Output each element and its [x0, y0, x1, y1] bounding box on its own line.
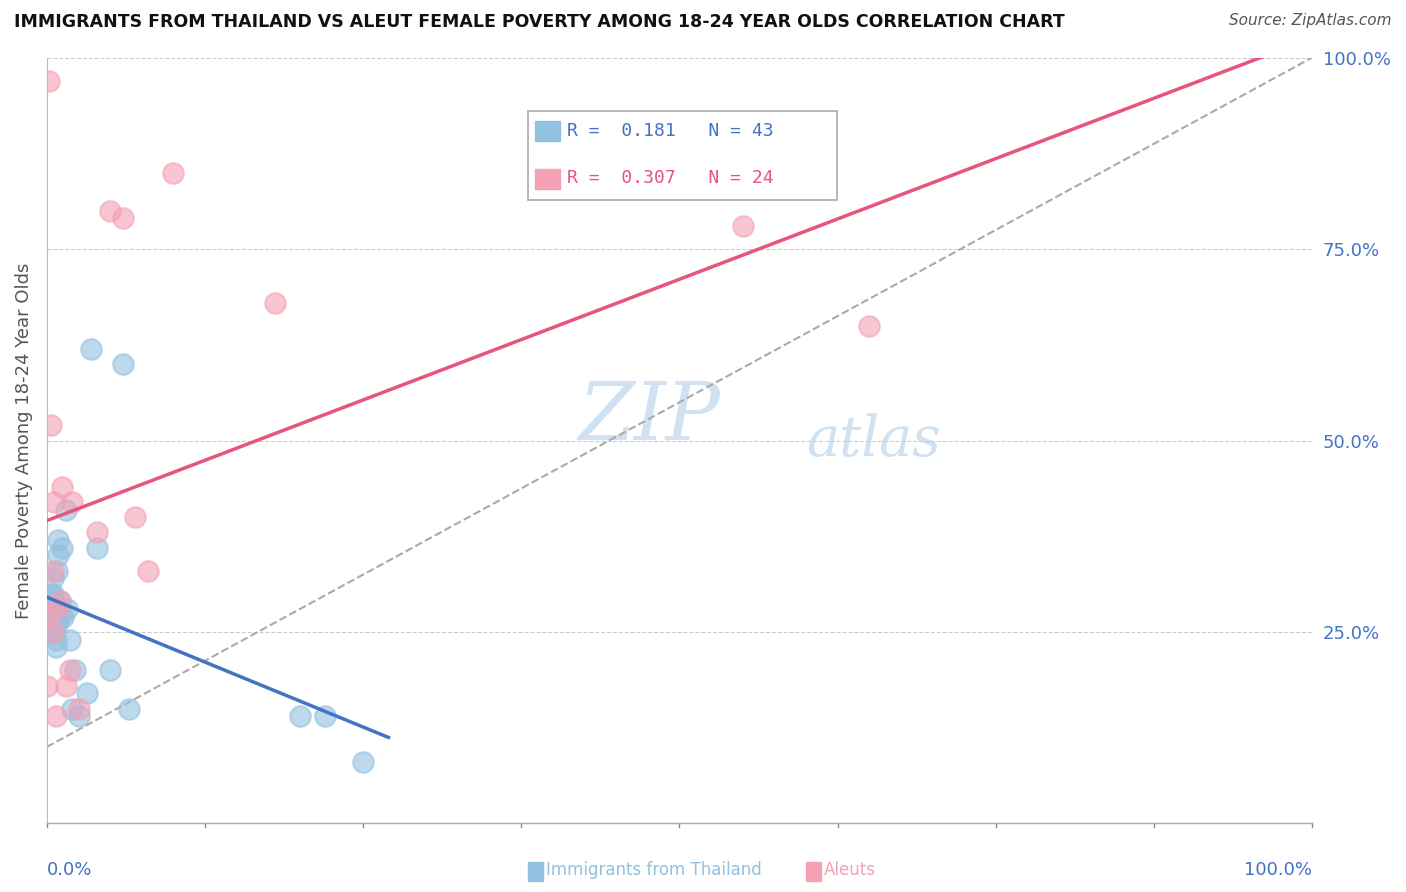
- Point: [42, 571, 65, 585]
- Point: [44, 594, 66, 608]
- Point: [124, 510, 146, 524]
- Point: [39, 418, 62, 433]
- Point: [44, 495, 66, 509]
- Point: [48, 594, 70, 608]
- Point: [46, 564, 69, 578]
- Text: 100.0%: 100.0%: [1244, 861, 1312, 879]
- Point: [263, 295, 285, 310]
- Point: [63, 663, 86, 677]
- Point: [67, 701, 90, 715]
- Point: [35, 609, 58, 624]
- Point: [46, 602, 69, 616]
- Point: [48, 609, 70, 624]
- Point: [42, 564, 65, 578]
- Point: [41, 625, 63, 640]
- Text: Aleuts: Aleuts: [824, 861, 876, 879]
- Point: [111, 211, 134, 226]
- Point: [44, 609, 66, 624]
- Point: [42, 602, 65, 616]
- Point: [55, 502, 77, 516]
- Point: [45, 640, 67, 655]
- Y-axis label: Female Poverty Among 18-24 Year Olds: Female Poverty Among 18-24 Year Olds: [15, 262, 32, 619]
- Text: 0.0%: 0.0%: [46, 861, 93, 879]
- Point: [46, 602, 69, 616]
- Point: [858, 318, 880, 333]
- Text: Immigrants from Thailand: Immigrants from Thailand: [546, 861, 762, 879]
- Point: [39, 602, 62, 616]
- Point: [731, 219, 754, 234]
- Text: R =  0.181   N = 43: R = 0.181 N = 43: [567, 122, 773, 140]
- Point: [60, 701, 83, 715]
- Point: [352, 756, 374, 770]
- Point: [86, 525, 108, 540]
- Point: [35, 679, 58, 693]
- Point: [111, 357, 134, 371]
- Point: [38, 609, 60, 624]
- Point: [46, 617, 69, 632]
- Point: [41, 594, 63, 608]
- Point: [98, 203, 121, 218]
- Point: [42, 609, 65, 624]
- Point: [76, 686, 98, 700]
- Point: [45, 709, 67, 723]
- Point: [42, 625, 65, 640]
- Point: [48, 594, 70, 608]
- Point: [52, 609, 75, 624]
- Point: [86, 541, 108, 555]
- Point: [51, 541, 73, 555]
- Point: [35, 609, 58, 624]
- Point: [46, 549, 69, 563]
- Point: [288, 709, 311, 723]
- Text: atlas: atlas: [806, 413, 941, 468]
- Point: [60, 495, 83, 509]
- Point: [59, 632, 82, 647]
- Point: [314, 709, 336, 723]
- Point: [136, 564, 159, 578]
- Point: [55, 679, 77, 693]
- Point: [41, 609, 63, 624]
- Point: [51, 479, 73, 493]
- Text: Source: ZipAtlas.com: Source: ZipAtlas.com: [1229, 13, 1392, 29]
- Text: ZIP: ZIP: [578, 379, 720, 457]
- Point: [44, 625, 66, 640]
- Point: [39, 587, 62, 601]
- Point: [39, 617, 62, 632]
- Point: [46, 533, 69, 548]
- Point: [56, 602, 79, 616]
- Text: R =  0.307   N = 24: R = 0.307 N = 24: [567, 169, 773, 187]
- Point: [80, 342, 103, 356]
- Point: [59, 663, 82, 677]
- Point: [38, 73, 60, 87]
- Point: [67, 709, 90, 723]
- Point: [45, 632, 67, 647]
- Point: [38, 594, 60, 608]
- Point: [118, 701, 141, 715]
- Point: [37, 602, 59, 616]
- Point: [162, 165, 184, 179]
- Point: [42, 587, 65, 601]
- Text: IMMIGRANTS FROM THAILAND VS ALEUT FEMALE POVERTY AMONG 18-24 YEAR OLDS CORRELATI: IMMIGRANTS FROM THAILAND VS ALEUT FEMALE…: [14, 13, 1064, 31]
- Point: [98, 663, 121, 677]
